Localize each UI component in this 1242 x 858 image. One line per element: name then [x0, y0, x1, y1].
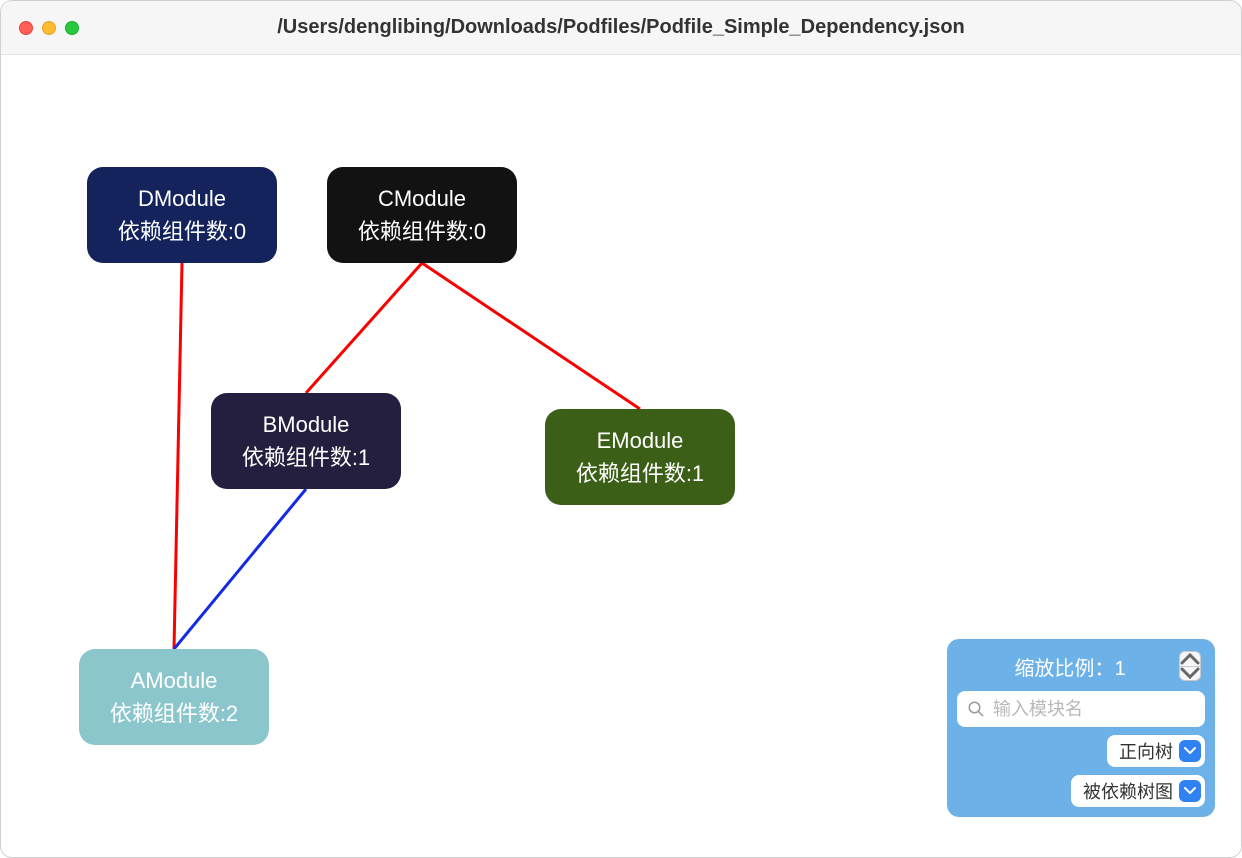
chevron-down-icon [1179, 780, 1201, 802]
zoom-label-text: 缩放比例： [1014, 658, 1114, 680]
graph-edge [422, 263, 640, 409]
search-box[interactable] [957, 691, 1205, 727]
graph-node[interactable]: EModule依赖组件数:1 [545, 409, 735, 505]
tree-type-select[interactable]: 被依赖树图 [1071, 775, 1205, 807]
node-sub: 依赖组件数:2 [110, 697, 238, 730]
graph-edge [306, 263, 422, 393]
node-sub: 依赖组件数:0 [358, 215, 486, 248]
select-row-2: 被依赖树图 [957, 775, 1205, 807]
graph-edge [174, 263, 182, 649]
zoom-value: 1 [1114, 658, 1125, 680]
zoom-increment-button[interactable] [1180, 652, 1200, 667]
control-panel: 缩放比例：1 [947, 639, 1215, 817]
graph-node[interactable]: AModule依赖组件数:2 [79, 649, 269, 745]
graph-node[interactable]: CModule依赖组件数:0 [327, 167, 517, 263]
window-title: /Users/denglibing/Downloads/Podfiles/Pod… [277, 16, 965, 39]
titlebar: /Users/denglibing/Downloads/Podfiles/Pod… [1, 1, 1241, 55]
graph-node[interactable]: BModule依赖组件数:1 [211, 393, 401, 489]
graph-node[interactable]: DModule依赖组件数:0 [87, 167, 277, 263]
close-button[interactable] [19, 21, 33, 35]
tree-direction-select[interactable]: 正向树 [1107, 735, 1205, 767]
node-sub: 依赖组件数:1 [242, 441, 370, 474]
app-window: /Users/denglibing/Downloads/Podfiles/Pod… [0, 0, 1242, 858]
zoom-stepper[interactable] [1179, 651, 1201, 681]
graph-edge [174, 489, 306, 649]
search-icon [967, 700, 985, 718]
select-label: 被依赖树图 [1083, 778, 1173, 804]
node-title: BModule [263, 408, 350, 441]
node-title: AModule [131, 664, 218, 697]
node-title: DModule [138, 182, 226, 215]
zoom-row: 缩放比例：1 [957, 649, 1205, 683]
node-sub: 依赖组件数:1 [576, 457, 704, 490]
graph-canvas[interactable]: DModule依赖组件数:0CModule依赖组件数:0BModule依赖组件数… [1, 55, 1241, 857]
select-row-1: 正向树 [957, 735, 1205, 767]
zoom-label: 缩放比例：1 [961, 652, 1179, 681]
chevron-down-icon [1180, 667, 1200, 679]
chevron-down-icon [1179, 740, 1201, 762]
maximize-button[interactable] [65, 21, 79, 35]
node-sub: 依赖组件数:0 [118, 215, 246, 248]
chevron-up-icon [1180, 653, 1200, 665]
search-input[interactable] [993, 699, 1225, 720]
node-title: CModule [378, 182, 466, 215]
select-label: 正向树 [1119, 738, 1173, 764]
zoom-decrement-button[interactable] [1180, 667, 1200, 681]
traffic-lights [19, 21, 79, 35]
minimize-button[interactable] [42, 21, 56, 35]
node-title: EModule [597, 424, 684, 457]
